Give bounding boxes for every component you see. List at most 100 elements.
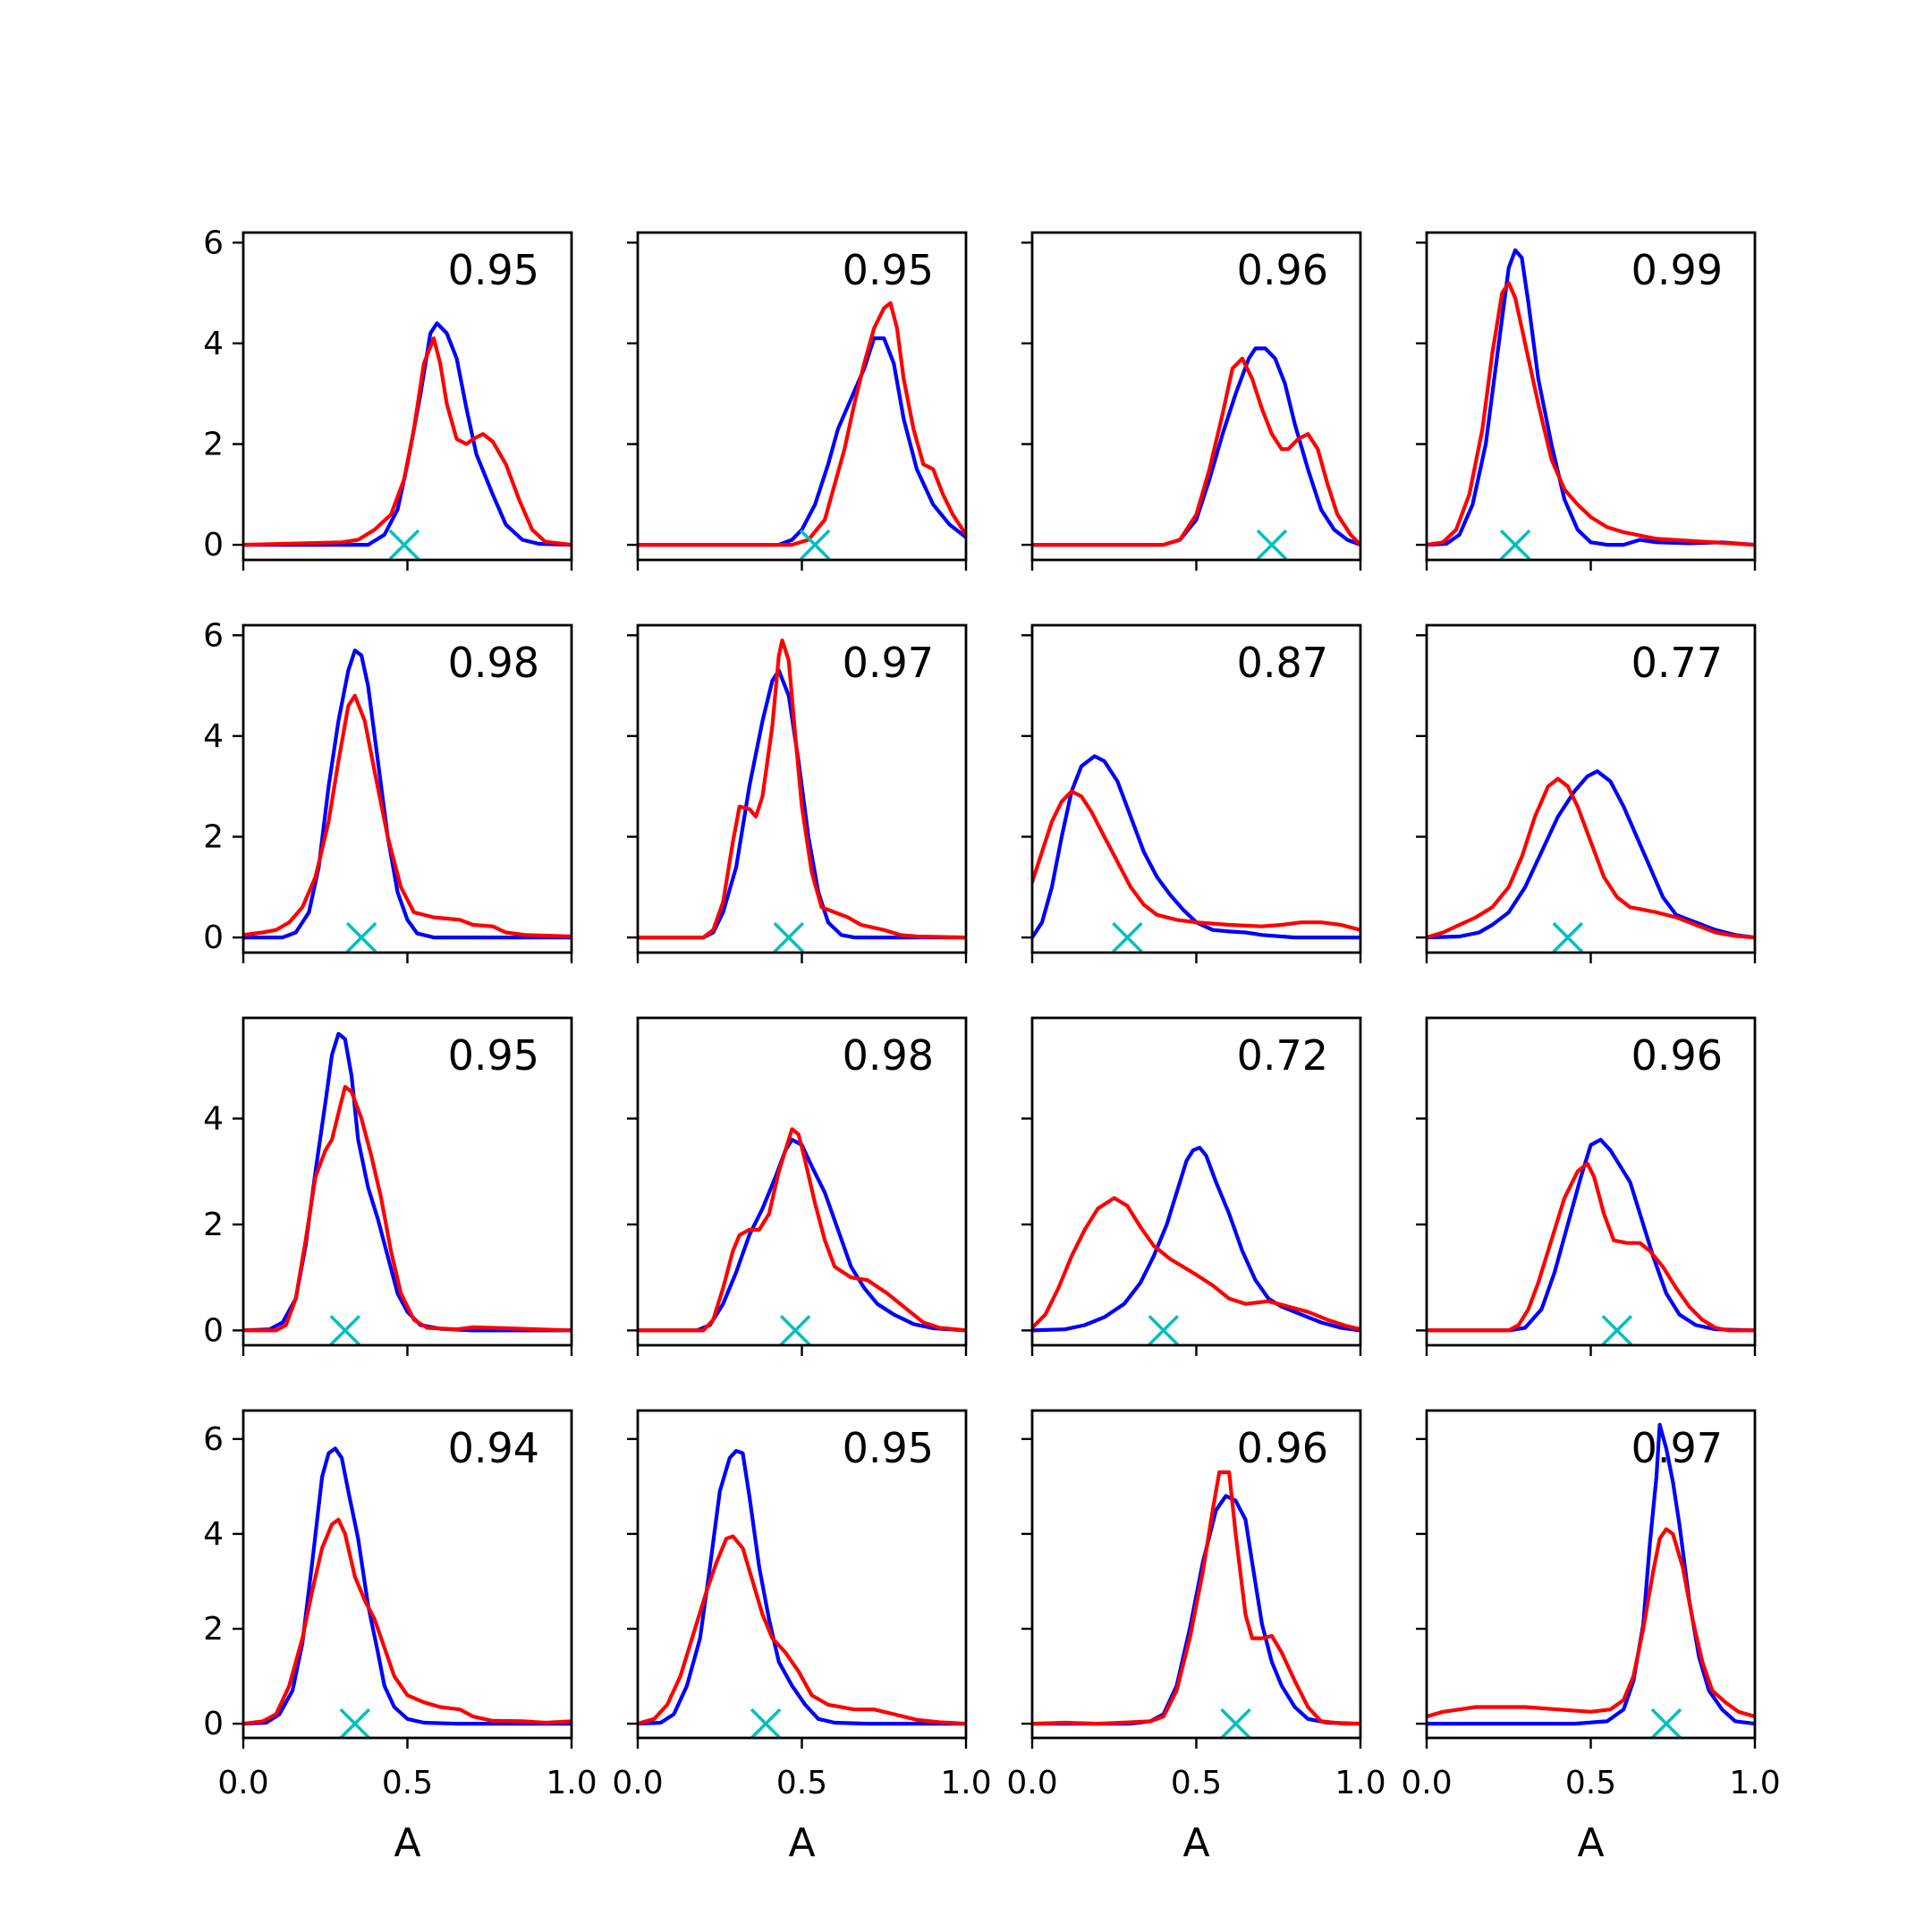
red-series-line	[1032, 1470, 1360, 1726]
y-tick-label: 2	[203, 426, 224, 462]
x-marker	[799, 529, 831, 561]
panel-8-curves	[1427, 769, 1755, 940]
blue-series-line	[638, 1448, 966, 1726]
blue-series-line	[243, 648, 572, 940]
panel-annotation: 0.72	[1237, 1031, 1328, 1080]
red-series-line	[1427, 1527, 1755, 1719]
x-marker	[1112, 921, 1143, 953]
panel-annotation: 0.96	[1237, 246, 1328, 294]
panel-annotation: 0.94	[448, 1424, 539, 1472]
y-tick-label: 2	[203, 818, 224, 855]
y-tick-label: 2	[203, 1207, 224, 1243]
panel-2: 0.95	[627, 231, 968, 571]
red-series-line	[638, 301, 966, 547]
panel-4-curves	[1427, 248, 1755, 547]
x-tick-label: 0.5	[1565, 1765, 1616, 1801]
panel-16-curves	[1427, 1422, 1755, 1726]
panel-14-curves	[638, 1448, 966, 1726]
panel-11-curves	[1032, 1145, 1360, 1333]
panel-15-curves	[1032, 1470, 1360, 1726]
red-series-line	[1032, 1196, 1360, 1332]
blue-series-line	[1427, 248, 1755, 547]
red-series-line	[243, 336, 572, 547]
panel-16: 0.0 0.5 1.0 A 0.97	[1401, 1409, 1781, 1866]
x-tick-label: 1.0	[940, 1765, 991, 1801]
panel-6-curves	[638, 638, 966, 940]
x-axis-label: A	[1182, 1820, 1209, 1866]
x-marker	[329, 1315, 361, 1346]
y-tick-label: 4	[203, 1101, 224, 1138]
panel-2-curves	[638, 301, 966, 547]
x-tick-label: 1.0	[546, 1765, 597, 1801]
panel-12-curves	[1427, 1138, 1755, 1333]
panel-annotation: 0.98	[448, 639, 539, 687]
panel-5-curves	[243, 648, 572, 940]
panel-annotation: 0.95	[843, 1424, 934, 1472]
panel-5: 0 2 4 6 0.98	[203, 617, 573, 963]
x-marker	[750, 1707, 782, 1740]
x-tick-label: 0.0	[612, 1765, 663, 1801]
x-tick-label: 0.5	[776, 1765, 827, 1801]
panel-8: 0.77	[1416, 623, 1757, 963]
x-tick-label: 0.0	[1401, 1765, 1452, 1801]
y-tick-label: 4	[203, 718, 224, 755]
x-axis-label: A	[394, 1820, 420, 1866]
y-tick-label: 6	[203, 1421, 224, 1458]
panel-13-curves	[243, 1446, 572, 1726]
panel-9-curves	[243, 1031, 572, 1333]
x-marker	[339, 1707, 371, 1740]
x-marker	[1256, 529, 1288, 561]
panel-9: 0 2 4 0.95	[203, 1016, 573, 1356]
panel-13: 0 2 4 6 0.0 0.5 1.0 A 0.94	[203, 1409, 597, 1866]
blue-series-line	[1427, 1138, 1755, 1333]
blue-series-line	[638, 1138, 966, 1333]
y-tick-label: 6	[203, 225, 224, 261]
x-marker	[388, 529, 420, 561]
y-tick-label: 0	[203, 1706, 224, 1742]
y-tick-label: 6	[203, 617, 224, 654]
panel-annotation: 0.99	[1631, 246, 1723, 294]
x-marker	[1552, 921, 1584, 953]
x-marker	[1650, 1707, 1682, 1740]
y-tick-label: 2	[203, 1611, 224, 1648]
blue-series-line	[243, 1446, 572, 1726]
panel-1-curves	[243, 321, 572, 547]
x-marker	[1601, 1315, 1633, 1346]
red-series-line	[243, 1084, 572, 1333]
panel-12: 0.96	[1416, 1016, 1757, 1356]
x-tick-label: 0.0	[1006, 1765, 1057, 1801]
x-marker	[1220, 1707, 1251, 1740]
blue-series-line	[1427, 769, 1755, 940]
red-series-line	[243, 693, 572, 939]
panel-annotation: 0.97	[843, 639, 934, 687]
red-series-line	[1032, 356, 1360, 547]
x-marker	[1148, 1315, 1180, 1346]
panel-annotation: 0.95	[448, 1031, 539, 1080]
x-axis-label: A	[788, 1820, 815, 1866]
blue-series-line	[1032, 754, 1360, 940]
red-series-line	[638, 1127, 966, 1333]
red-series-line	[638, 638, 966, 940]
panel-annotation: 0.96	[1631, 1031, 1723, 1080]
panel-7: 0.87	[1021, 623, 1362, 963]
panel-6: 0.97	[627, 623, 968, 963]
panel-3: 0.96	[1021, 231, 1362, 571]
panel-3-curves	[1032, 346, 1360, 547]
x-tick-label: 0.0	[217, 1765, 268, 1801]
y-tick-label: 0	[203, 1312, 224, 1349]
y-tick-label: 0	[203, 527, 224, 564]
panel-4: 0.99	[1416, 231, 1757, 571]
x-axis-label: A	[1577, 1820, 1604, 1866]
panel-annotation: 0.96	[1237, 1424, 1328, 1472]
red-series-line	[1427, 281, 1755, 547]
panel-7-curves	[1032, 754, 1360, 940]
x-marker	[773, 921, 805, 953]
red-series-line	[1427, 776, 1755, 940]
blue-series-line	[1032, 1145, 1360, 1333]
red-series-line	[1032, 789, 1360, 932]
blue-series-line	[1032, 346, 1360, 547]
panel-15: 0.0 0.5 1.0 A 0.96	[1006, 1409, 1386, 1866]
x-tick-label: 0.5	[382, 1765, 433, 1801]
y-tick-label: 4	[203, 1516, 224, 1553]
